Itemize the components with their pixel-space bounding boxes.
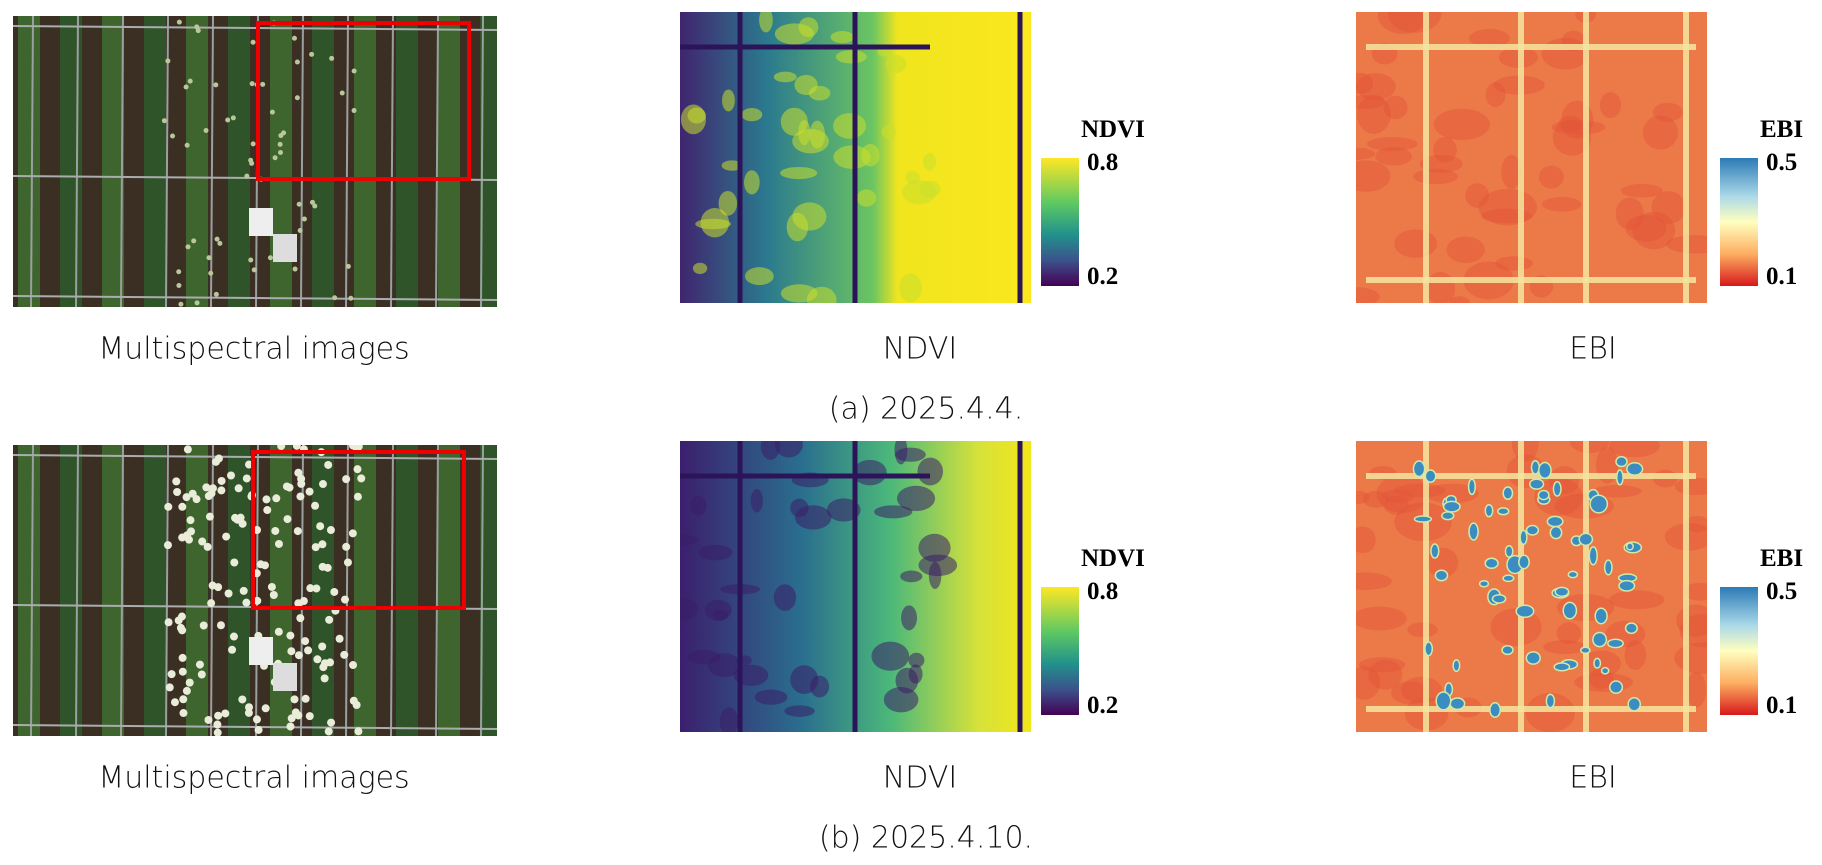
colorbar	[1041, 158, 1079, 286]
colorbar	[1041, 587, 1079, 715]
image-caption: Multispectral images	[98, 331, 410, 367]
multispectral-image	[13, 16, 497, 307]
ndvi-map	[680, 441, 1031, 732]
panel-label: (b) 2025.4.10.	[818, 820, 1034, 856]
colorbar-title: NDVI	[1081, 116, 1145, 143]
colorbar-max: 0.5	[1766, 149, 1798, 176]
image-caption: EBI	[1569, 760, 1617, 796]
colorbar-title: NDVI	[1081, 545, 1145, 572]
colorbar-min: 0.2	[1087, 692, 1119, 719]
colorbar-title: EBI	[1760, 545, 1804, 572]
image-caption: EBI	[1569, 331, 1617, 367]
colorbar-title: EBI	[1760, 116, 1804, 143]
image-caption: NDVI	[882, 331, 958, 367]
image-caption: Multispectral images	[98, 760, 410, 796]
multispectral-image	[13, 445, 497, 736]
image-caption: NDVI	[882, 760, 958, 796]
colorbar-min: 0.2	[1087, 263, 1119, 290]
colorbar-max: 0.8	[1087, 578, 1119, 605]
colorbar	[1720, 587, 1758, 715]
ebi-map	[1356, 441, 1707, 732]
ebi-map	[1356, 12, 1707, 303]
colorbar	[1720, 158, 1758, 286]
panel-label: (a) 2025.4.4.	[828, 391, 1024, 427]
ndvi-map	[680, 12, 1031, 303]
colorbar-max: 0.8	[1087, 149, 1119, 176]
colorbar-min: 0.1	[1766, 692, 1798, 719]
colorbar-min: 0.1	[1766, 263, 1798, 290]
colorbar-max: 0.5	[1766, 578, 1798, 605]
